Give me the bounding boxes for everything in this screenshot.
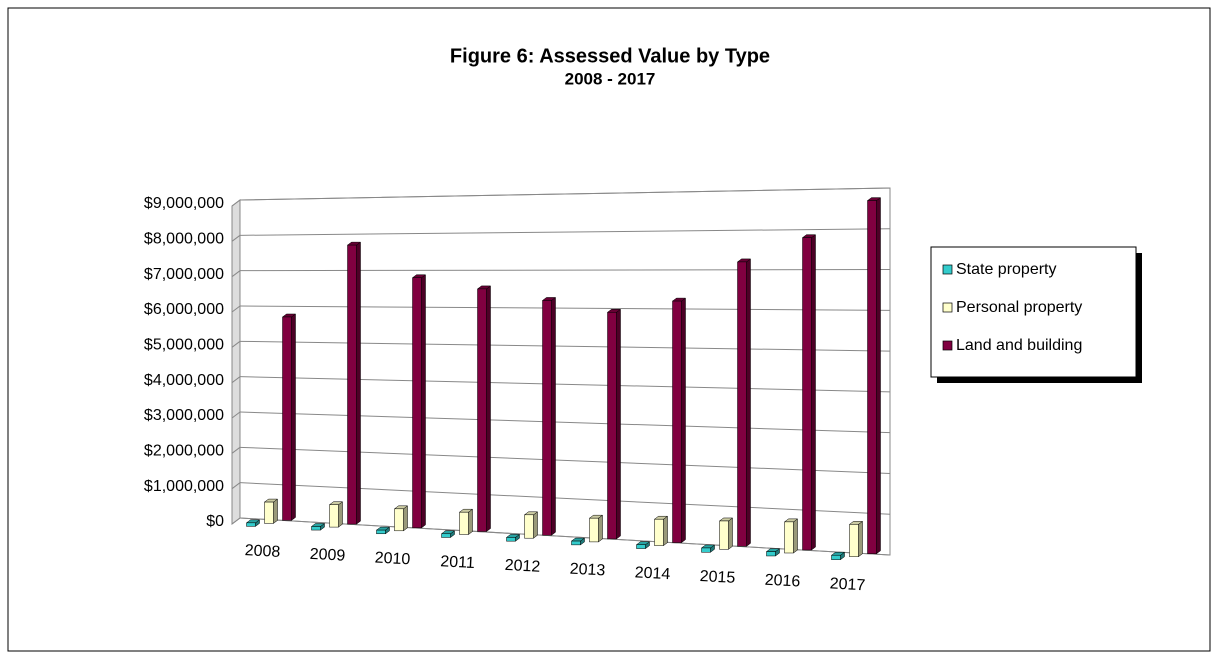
bar-side: [273, 498, 278, 524]
bar: [636, 544, 646, 549]
bar: [329, 504, 339, 528]
x-tick-label: 2015: [699, 568, 736, 587]
side-grid-line: [231, 482, 241, 490]
side-grid-line: [231, 270, 241, 278]
x-tick-label: 2013: [569, 561, 606, 580]
y-tick-label: $0: [206, 513, 224, 530]
x-tick-label: 2016: [764, 572, 801, 591]
y-tick-label: $8,000,000: [144, 231, 224, 248]
side-grid-line: [231, 411, 241, 419]
bar-side: [616, 308, 621, 540]
x-tick-label: 2012: [504, 557, 541, 576]
side-grid-line: [231, 199, 241, 207]
bar-side: [421, 274, 426, 529]
y-tick-label: $7,000,000: [144, 266, 224, 283]
chart-subtitle: 2008 - 2017: [565, 69, 656, 88]
x-tick-label: 2008: [244, 542, 281, 561]
bar-side: [876, 197, 881, 555]
bar: [784, 521, 794, 554]
bar-side: [681, 297, 686, 544]
bar: [766, 551, 776, 557]
grid-line: [239, 187, 891, 201]
bar: [737, 261, 747, 547]
side-grid-line: [231, 517, 241, 525]
bar-side: [551, 296, 556, 536]
x-tick-label: 2010: [374, 550, 411, 569]
bar: [831, 554, 841, 560]
bar: [589, 517, 599, 543]
bar-side: [858, 520, 863, 558]
y-tick-label: $3,000,000: [144, 407, 224, 424]
x-tick-label: 2014: [634, 564, 671, 583]
bar: [571, 540, 581, 546]
grid-line: [239, 228, 891, 236]
bar-side: [291, 313, 296, 521]
bar: [282, 316, 292, 521]
side-grid-line: [231, 446, 241, 454]
y-tick-label: $2,000,000: [144, 443, 224, 460]
back-wall: [239, 187, 891, 556]
bar-side: [356, 241, 361, 525]
bar-side: [728, 517, 733, 550]
bar-side: [486, 285, 491, 533]
bar-side: [338, 501, 343, 528]
bar: [311, 526, 321, 531]
bar: [802, 237, 812, 551]
bar: [376, 529, 386, 535]
bar: [524, 514, 534, 539]
legend-label: State property: [956, 261, 1057, 278]
bar: [264, 501, 274, 524]
bar-side: [533, 511, 538, 539]
bar: [477, 288, 487, 532]
bar-side: [403, 505, 408, 532]
bar-side: [663, 515, 668, 547]
bar-side: [468, 508, 473, 535]
bar: [412, 277, 422, 529]
bar: [347, 244, 357, 525]
y-tick-label: $6,000,000: [144, 301, 224, 318]
side-grid-line: [231, 376, 241, 384]
y-tick-label: $5,000,000: [144, 337, 224, 354]
legend-swatch: [942, 264, 953, 275]
x-tick-label: 2017: [829, 575, 866, 594]
chart-title: Figure 6: Assessed Value by Type: [450, 45, 770, 67]
bar-side: [793, 518, 798, 554]
bar-side: [746, 258, 751, 547]
legend: [930, 246, 1137, 378]
bar: [506, 537, 516, 542]
bar: [701, 547, 711, 553]
bar: [542, 300, 552, 536]
bar: [672, 300, 682, 543]
bar: [607, 312, 617, 540]
y-tick-label: $1,000,000: [144, 478, 224, 495]
y-tick-label: $9,000,000: [144, 195, 224, 212]
bar: [654, 518, 664, 546]
legend-swatch: [942, 302, 953, 313]
legend-swatch: [942, 340, 953, 351]
legend-label: Personal property: [956, 299, 1082, 316]
bar-side: [598, 514, 603, 543]
bar: [719, 520, 729, 550]
bar-side: [811, 234, 816, 551]
y-tick-label: $4,000,000: [144, 372, 224, 389]
bar: [849, 524, 859, 557]
x-tick-label: 2011: [440, 553, 475, 572]
side-grid-line: [231, 234, 241, 242]
x-tick-label: 2009: [309, 546, 346, 565]
legend-label: Land and building: [956, 337, 1082, 354]
bar: [459, 511, 469, 535]
side-wall: [231, 199, 241, 525]
bar: [394, 508, 404, 532]
side-grid-line: [231, 305, 241, 313]
bar: [867, 200, 877, 554]
side-grid-line: [231, 340, 241, 348]
bar: [441, 533, 451, 538]
bar: [246, 522, 256, 527]
